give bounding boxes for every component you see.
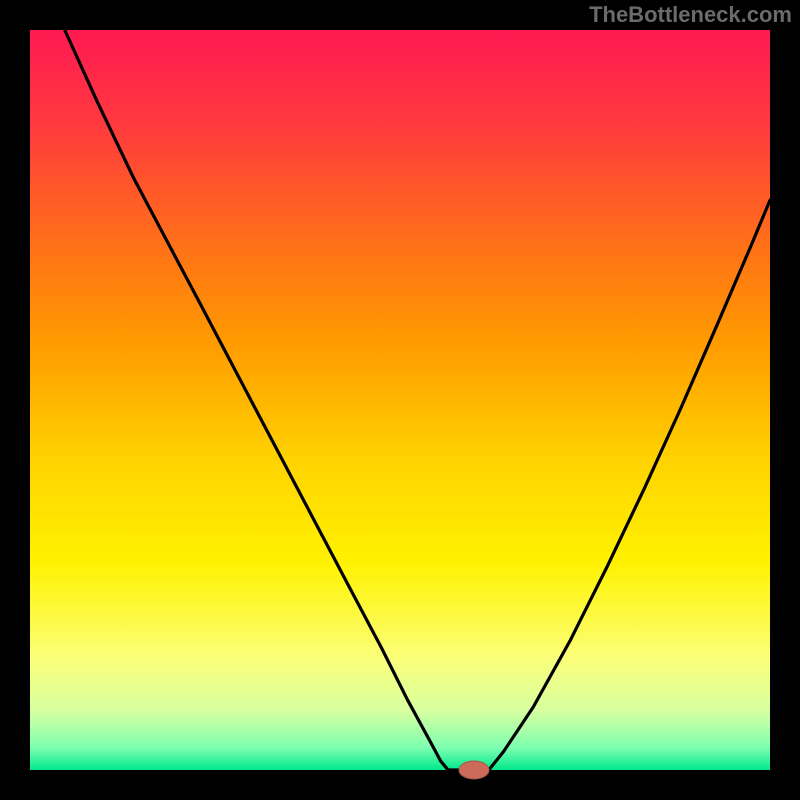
plot-background xyxy=(30,30,770,770)
watermark-text: TheBottleneck.com xyxy=(589,2,792,27)
bottleneck-chart: TheBottleneck.com xyxy=(0,0,800,800)
chart-svg: TheBottleneck.com xyxy=(0,0,800,800)
optimal-marker xyxy=(459,761,489,779)
